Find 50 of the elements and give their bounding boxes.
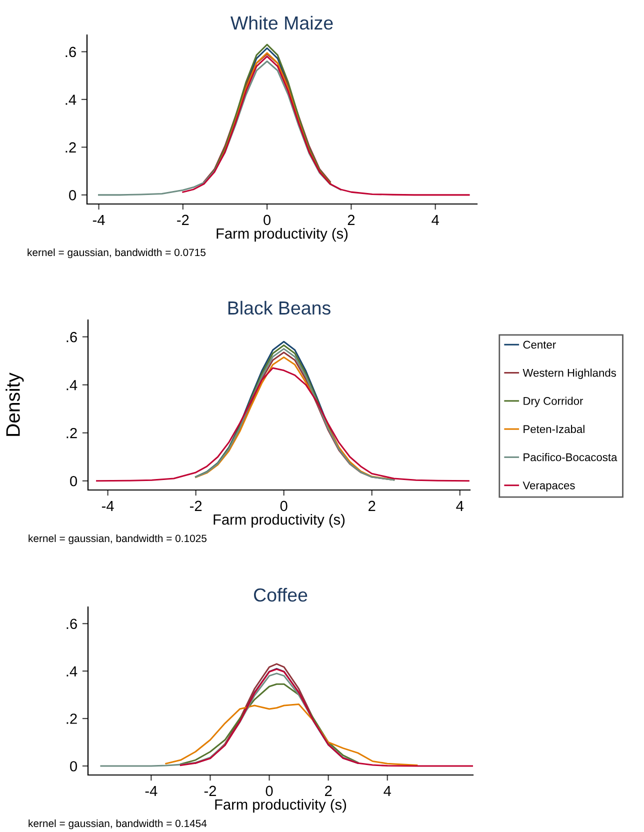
line-series (180, 668, 473, 767)
x-tick-label: 2 (348, 214, 355, 225)
x-tick-label: -4 (102, 500, 114, 511)
text: kernel = gaussian, bandwidth = 0.1025 (28, 534, 207, 544)
x-tick-label: 2 (325, 786, 332, 796)
x-tick-label: 0 (266, 786, 273, 796)
y-tick-label: .2 (66, 714, 77, 724)
x-tick-label: -4 (145, 786, 158, 796)
y-tick-label: .4 (66, 666, 78, 676)
legend-label: Pacifico-Bocacosta (524, 453, 618, 462)
x-axis-title: Farm productivity (s) (214, 514, 345, 528)
y-tick-label: .6 (66, 46, 76, 58)
chart-title: Coffee (254, 588, 308, 602)
line-series (180, 683, 359, 765)
legend-label: Western Highlands (522, 368, 616, 379)
y-tick-label: .4 (66, 380, 78, 390)
legend-label: Peten-Izabal (524, 424, 584, 434)
legend-label: Dry Corridor (524, 396, 584, 408)
chart-title: Black Beans (228, 300, 330, 315)
x-tick-label: 2 (368, 500, 376, 511)
x-axis-title: Farm productivity (s) (216, 228, 348, 242)
text: kernel = gaussian, bandwidth = 0.0715 (28, 248, 206, 258)
y-tick-label: 0 (70, 476, 78, 486)
line-series (98, 60, 342, 196)
x-axis-title: Farm productivity (s) (215, 799, 346, 813)
x-tick-label: -2 (204, 786, 216, 796)
x-tick-label: 4 (456, 500, 464, 511)
y-axis-title: Density (6, 372, 24, 436)
x-tick-label: 0 (280, 500, 288, 512)
line-series (96, 367, 470, 482)
x-tick-label: 0 (264, 214, 271, 226)
x-tick-label: 4 (384, 786, 392, 796)
x-tick-label: -2 (177, 214, 189, 225)
line-series (182, 56, 470, 196)
x-tick-label: 4 (432, 214, 439, 225)
y-tick-label: 0 (69, 190, 76, 200)
y-tick-label: .4 (66, 94, 76, 105)
x-tick-label: -4 (92, 214, 105, 225)
y-tick-label: .6 (66, 618, 77, 630)
text: kernel = gaussian, bandwidth = 0.1454 (28, 819, 207, 830)
line-series (165, 704, 418, 766)
line-series (100, 672, 359, 767)
legend-label: Verapaces (522, 482, 575, 492)
y-tick-label: .2 (66, 428, 77, 438)
legend-label: Center (523, 340, 556, 349)
x-tick-label: -2 (190, 500, 202, 511)
chart-title: White Maize (230, 16, 333, 30)
y-tick-label: .6 (66, 332, 77, 342)
y-tick-label: 0 (70, 761, 78, 772)
y-tick-label: .2 (66, 142, 76, 152)
